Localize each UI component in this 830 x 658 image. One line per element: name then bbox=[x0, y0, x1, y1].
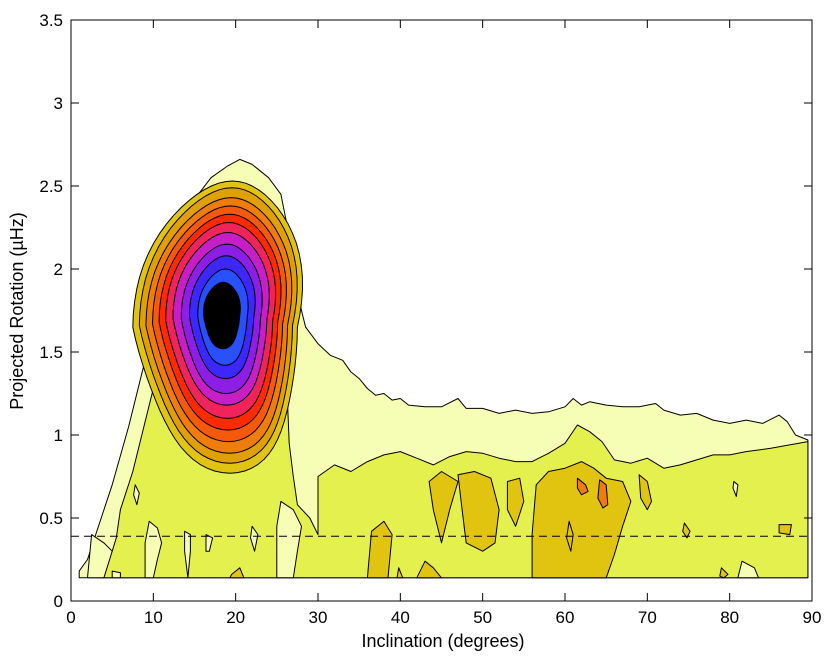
contour-patch-2 bbox=[457, 471, 500, 552]
y-tick-label: 1.5 bbox=[39, 343, 63, 362]
plot-area bbox=[71, 158, 812, 579]
contour-patch-15 bbox=[144, 520, 163, 579]
contour-patch-8 bbox=[366, 520, 393, 579]
contour-patch-12 bbox=[682, 522, 691, 539]
contour-patch-6 bbox=[597, 479, 609, 509]
contour-patch-7 bbox=[638, 474, 652, 511]
contour-patch-1 bbox=[428, 471, 459, 544]
contour-patch-25 bbox=[229, 567, 245, 579]
y-tick-label: 0 bbox=[54, 592, 63, 611]
contour-patch-16 bbox=[87, 534, 113, 579]
x-tick-label: 0 bbox=[66, 608, 75, 627]
contour-patch-10 bbox=[396, 567, 404, 579]
y-axis-title: Projected Rotation (µHz) bbox=[7, 212, 27, 409]
x-tick-label: 80 bbox=[720, 608, 739, 627]
y-tick-label: 1 bbox=[54, 426, 63, 445]
x-axis-title: Inclination (degrees) bbox=[361, 631, 524, 651]
contour-patch-18 bbox=[184, 530, 191, 579]
contour-patch-19 bbox=[205, 534, 214, 552]
y-tick-label: 3 bbox=[54, 94, 63, 113]
contour-ring-level-13 bbox=[203, 281, 241, 350]
x-tick-label: 10 bbox=[144, 608, 163, 627]
x-tick-label: 40 bbox=[391, 608, 410, 627]
y-tick-label: 0.5 bbox=[39, 509, 63, 528]
contour-patch-5 bbox=[576, 477, 589, 496]
y-tick-label: 2.5 bbox=[39, 177, 63, 196]
x-tick-label: 90 bbox=[803, 608, 822, 627]
y-tick-label: 2 bbox=[54, 260, 63, 279]
y-tick-label: 3.5 bbox=[39, 11, 63, 30]
contour-patch-22 bbox=[732, 481, 739, 497]
x-tick-label: 20 bbox=[226, 608, 245, 627]
plot-frame bbox=[70, 19, 813, 602]
contour-patch-20 bbox=[250, 525, 259, 552]
contour-patch-9 bbox=[416, 560, 442, 579]
contour-patch-23 bbox=[737, 560, 759, 579]
contour-patch-17 bbox=[276, 500, 302, 579]
contour-patch-24 bbox=[111, 570, 121, 579]
contour-patch-21 bbox=[133, 484, 140, 506]
x-tick-label: 50 bbox=[473, 608, 492, 627]
contour-patch-14 bbox=[719, 567, 729, 579]
axes-frame bbox=[70, 19, 813, 602]
x-tick-label: 30 bbox=[309, 608, 328, 627]
contour-patch-3 bbox=[506, 477, 525, 527]
axis-ticks: 0 10 20 30 40 50 60 70 80 90 0 0.5 1 1.5 2 2.5 3 3.5 bbox=[39, 11, 821, 627]
contour-patch-13 bbox=[778, 524, 792, 536]
x-tick-label: 60 bbox=[556, 608, 575, 627]
x-tick-label: 70 bbox=[638, 608, 657, 627]
